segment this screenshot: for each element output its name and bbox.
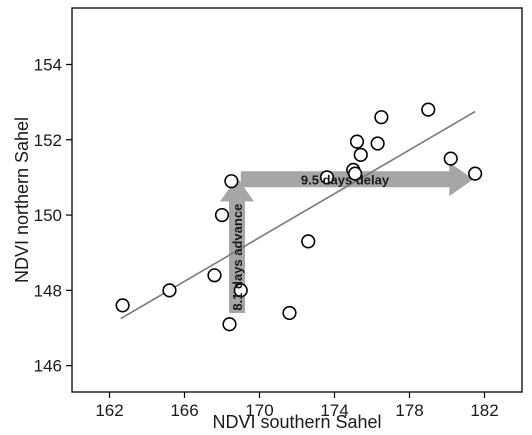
x-tick-label: 174 (320, 401, 348, 420)
x-tick-label: 182 (470, 401, 498, 420)
data-point (319, 170, 335, 185)
data-point (207, 268, 222, 283)
y-tick-label: 146 (34, 357, 62, 376)
data-point (282, 305, 297, 321)
y-tick-label: 154 (34, 55, 62, 74)
data-point (214, 207, 230, 223)
data-point (374, 110, 389, 125)
data-point (468, 166, 483, 181)
data-point (348, 166, 363, 181)
data-point (353, 147, 368, 162)
y-tick-label: 152 (34, 131, 62, 150)
data-point (224, 174, 239, 189)
advance-arrow (220, 177, 254, 313)
x-tick-label: 166 (170, 401, 198, 420)
data-point (443, 151, 458, 166)
x-axis-label: NDVI southern Sahel (212, 412, 381, 432)
x-tick-label: 162 (95, 401, 123, 420)
y-axis-ticks: 146 148 150 152 154 (34, 55, 72, 376)
points-layer (115, 102, 483, 332)
data-point (349, 134, 365, 149)
x-tick-label: 170 (245, 401, 273, 420)
x-axis-ticks: 162 166 170 174 178 182 (95, 392, 499, 420)
data-point (370, 136, 385, 151)
y-tick-label: 148 (34, 281, 62, 300)
x-tick-label: 178 (395, 401, 423, 420)
delay-arrow-label: 9.5 days delay (301, 172, 390, 187)
data-point (301, 234, 316, 249)
y-tick-label: 150 (34, 206, 62, 225)
advance-arrow-label: 8.1 days advance (230, 204, 245, 311)
data-point (233, 283, 248, 298)
arrow-labels-layer: 9.5 days delay 8.1 days advance (230, 172, 390, 310)
plot-frame (71, 7, 523, 393)
data-point (162, 283, 177, 298)
data-point (421, 102, 436, 117)
y-axis-label: NDVI northern Sahel (12, 117, 32, 283)
data-point (222, 317, 237, 332)
regression-line (120, 110, 476, 320)
data-point (115, 298, 130, 313)
